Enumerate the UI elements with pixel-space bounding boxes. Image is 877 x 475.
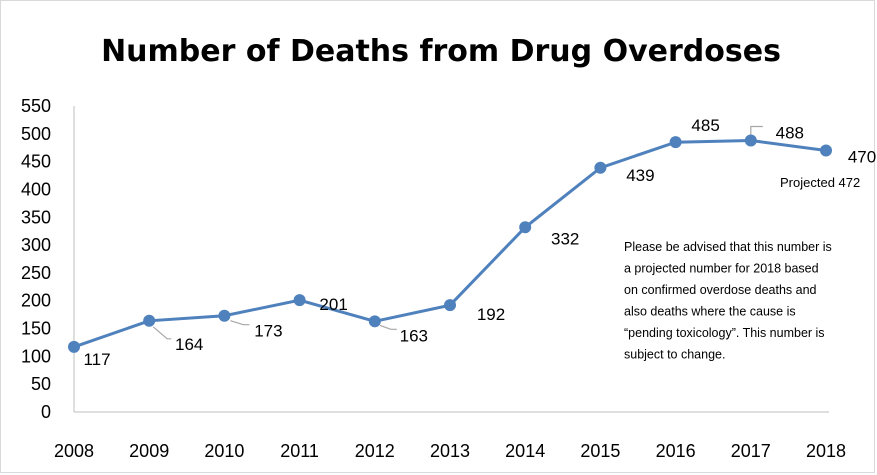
data-point [820, 144, 832, 157]
x-tick-label: 2011 [280, 441, 319, 461]
data-label: 163 [400, 326, 428, 345]
x-tick-label: 2018 [806, 441, 846, 461]
data-points [68, 134, 832, 353]
data-labels: 117 164 173 201 163 192 332 439 485 488 470 [83, 116, 876, 369]
data-point [218, 309, 231, 322]
leader-line [750, 125, 763, 135]
y-tick-label: 200 [21, 291, 51, 311]
y-tick-label: 500 [21, 124, 51, 144]
chart-title: Number of Deaths from Drug Overdoses [101, 34, 781, 69]
data-label: 164 [175, 335, 203, 354]
y-tick-label: 550 [21, 96, 51, 116]
y-tick-label: 150 [21, 319, 51, 339]
x-tick-label: 2016 [656, 441, 696, 461]
leader-line [379, 324, 397, 330]
data-label: 192 [477, 305, 505, 324]
y-tick-label: 0 [41, 402, 51, 422]
data-point [444, 299, 456, 312]
note-line: subject to change. [624, 348, 725, 362]
data-label: 201 [319, 295, 347, 314]
projection-note: Please be advised that this number is a p… [624, 240, 832, 362]
note-line: a projected number for 2018 based [624, 262, 819, 276]
leader-line [152, 326, 172, 340]
data-point [143, 314, 156, 327]
data-label: 485 [691, 116, 719, 135]
x-tick-labels: 2008 2009 2010 2011 2012 2013 2014 2015 2016 2017… [54, 441, 846, 461]
data-point [519, 221, 532, 234]
data-label: 117 [83, 350, 110, 369]
leader-line [230, 320, 250, 326]
y-tick-label: 100 [21, 346, 51, 366]
data-point [594, 161, 607, 174]
data-label: 173 [254, 322, 282, 341]
data-point [669, 136, 682, 149]
x-tick-label: 2009 [129, 441, 169, 461]
x-tick-label: 2014 [505, 441, 545, 461]
y-tick-label: 50 [31, 374, 51, 394]
data-label-leaders [152, 125, 763, 340]
note-line: “pending toxicology”. This number is [624, 326, 825, 340]
projected-label: Projected 472 [780, 175, 860, 190]
data-label: 470 [848, 148, 876, 167]
data-label: 488 [776, 123, 804, 142]
x-tick-label: 2012 [355, 441, 395, 461]
data-point [744, 134, 757, 147]
x-tick-label: 2013 [430, 441, 470, 461]
x-tick-label: 2017 [731, 441, 771, 461]
note-line: on confirmed overdose deaths and [624, 283, 817, 297]
data-label: 332 [551, 229, 579, 248]
y-tick-label: 450 [21, 152, 51, 172]
x-tick-label: 2008 [54, 441, 94, 461]
note-line: Please be advised that this number is [624, 240, 832, 254]
data-label: 439 [626, 166, 654, 185]
y-tick-label: 300 [21, 235, 51, 255]
data-point [68, 340, 80, 353]
y-tick-labels: 0 50 100 150 200 250 300 350 400 450 500 550 [21, 96, 51, 422]
x-tick-label: 2015 [580, 441, 620, 461]
y-tick-label: 350 [21, 207, 51, 227]
note-line: also deaths where the cause is [624, 305, 796, 319]
x-tick-label: 2010 [204, 441, 244, 461]
data-point [293, 294, 306, 307]
data-point [368, 315, 381, 328]
y-tick-label: 250 [21, 263, 51, 283]
y-tick-label: 400 [21, 179, 51, 199]
